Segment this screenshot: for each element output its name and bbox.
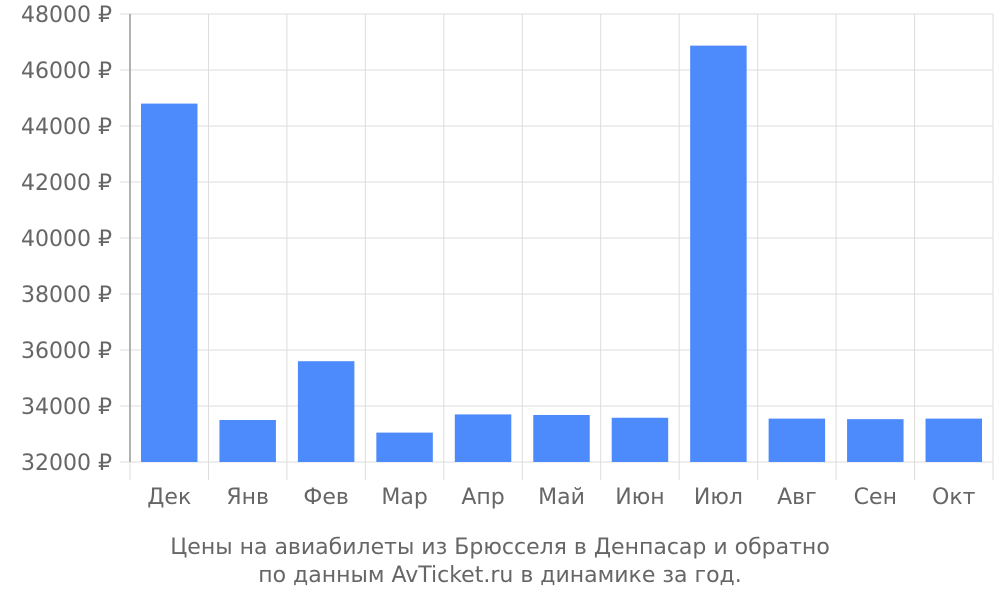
bar-Авг — [768, 418, 826, 462]
x-tick-label: Окт — [932, 485, 976, 510]
bar-Мар — [376, 432, 433, 462]
x-tick-labels: Дек Янв Фев Мар Апр Май Июн Июл Авг Сен Окт — [147, 485, 975, 510]
bar-Июл — [690, 45, 747, 462]
x-tick-label: Мар — [381, 485, 427, 510]
x-tick-label: Дек — [147, 485, 191, 510]
bar-Апр — [454, 414, 512, 462]
x-tick-label: Июн — [615, 485, 664, 510]
price-bar-chart: 32000 ₽ 34000 ₽ 36000 ₽ 38000 ₽ 40000 ₽ 42000… — [21, 3, 994, 510]
y-tick-label: 34000 ₽ — [21, 395, 112, 420]
bar-Май — [533, 414, 590, 462]
x-tick-label: Сен — [854, 485, 897, 510]
bar-Янв — [219, 420, 276, 462]
y-tick-label: 38000 ₽ — [21, 283, 112, 308]
x-tick-label: Авг — [777, 485, 817, 510]
y-tick-label: 40000 ₽ — [21, 227, 112, 252]
grid-lines — [129, 13, 994, 463]
x-tick-label: Июл — [694, 485, 743, 510]
bar-Дек — [140, 103, 198, 462]
y-tick-label: 32000 ₽ — [21, 451, 112, 476]
bar-Сен — [847, 419, 904, 462]
y-tick-label: 36000 ₽ — [21, 339, 112, 364]
bar-Фев — [297, 361, 355, 462]
x-tick-label: Янв — [226, 485, 269, 510]
x-tick-label: Фев — [303, 485, 348, 510]
chart-caption-line-1: Цены на авиабилеты из Брюсселя в Денпаса… — [170, 535, 830, 560]
bar-Окт — [925, 418, 983, 462]
y-tick-labels: 32000 ₽ 34000 ₽ 36000 ₽ 38000 ₽ 40000 ₽ 42000… — [21, 3, 112, 476]
x-tick-label: Май — [538, 485, 585, 510]
bar-Июн — [611, 417, 669, 462]
axes — [120, 13, 994, 480]
x-tick-label: Апр — [461, 485, 504, 510]
bars — [140, 45, 983, 462]
chart-caption-line-2: по данным AvTicket.ru в динамике за год. — [258, 563, 742, 588]
y-tick-label: 48000 ₽ — [21, 3, 112, 28]
y-tick-label: 42000 ₽ — [21, 171, 112, 196]
y-tick-label: 44000 ₽ — [21, 115, 112, 140]
y-tick-label: 46000 ₽ — [21, 59, 112, 84]
